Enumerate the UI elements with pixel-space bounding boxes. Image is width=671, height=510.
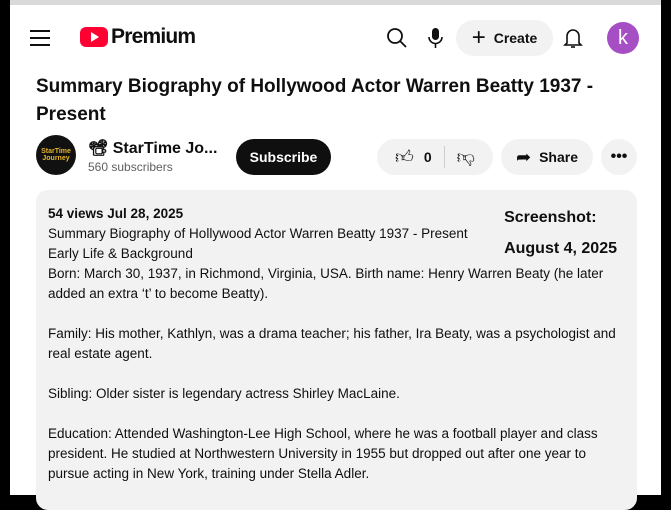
subscribe-button[interactable]: Subscribe (236, 139, 331, 175)
logo-text: Premium (111, 25, 196, 48)
like-button[interactable]: 👍︎ 0 (395, 146, 445, 168)
user-avatar[interactable]: k (607, 22, 639, 54)
desc-line: Sibling: Older sister is legendary actre… (48, 386, 400, 401)
screenshot-annotation: Screenshot: August 4, 2025 (504, 202, 617, 264)
desc-line: Summary Biography of Hollywood Actor War… (48, 226, 468, 241)
thumbs-down-icon: 👎︎ (456, 147, 475, 167)
plus-icon: + (471, 24, 486, 51)
share-icon: ➦ (515, 146, 532, 167)
youtube-premium-logo[interactable]: Premium (80, 25, 196, 49)
menu-icon[interactable] (30, 30, 50, 51)
youtube-play-icon (80, 27, 108, 47)
desc-line: Family: His mother, Kathlyn, was a drama… (48, 326, 616, 361)
view-count-date: 54 views Jul 28, 2025 (48, 206, 184, 221)
channel-avatar[interactable]: StarTime Journey (36, 135, 76, 175)
desc-line: Education: Attended Washington-Lee High … (48, 426, 598, 481)
share-button[interactable]: ➦ Share (501, 139, 593, 175)
search-icon[interactable] (386, 27, 408, 49)
like-count: 0 (423, 149, 432, 165)
subscriber-count: 560 subscribers (88, 160, 173, 174)
page: Premium + Create k Summary Biography of H… (10, 0, 661, 510)
desc-line: Early Life & Background (48, 246, 193, 261)
like-dislike-group: 👍︎ 0 👎︎ (377, 139, 493, 175)
desc-line: Born: March 30, 1937, in Richmond, Virgi… (48, 266, 604, 301)
more-actions-icon[interactable]: ••• (601, 139, 637, 175)
create-button[interactable]: + Create (456, 20, 553, 56)
description-box[interactable]: 54 views Jul 28, 2025 Summary Biography … (36, 190, 637, 510)
screenshot-date: August 4, 2025 (504, 240, 617, 257)
desc-line (48, 404, 625, 424)
share-label: Share (539, 149, 578, 165)
channel-name[interactable]: 📽 StarTime Jo... (88, 140, 218, 157)
microphone-icon[interactable] (427, 27, 445, 49)
video-title: Summary Biography of Hollywood Actor War… (36, 76, 594, 125)
desc-line (48, 304, 625, 324)
dislike-button[interactable]: 👎︎ (445, 146, 475, 168)
thumbs-up-icon: 👍︎ (395, 147, 414, 167)
bell-icon[interactable] (563, 26, 583, 50)
create-label: Create (493, 30, 538, 46)
screenshot-label: Screenshot: (504, 209, 597, 226)
desc-line (48, 364, 625, 384)
